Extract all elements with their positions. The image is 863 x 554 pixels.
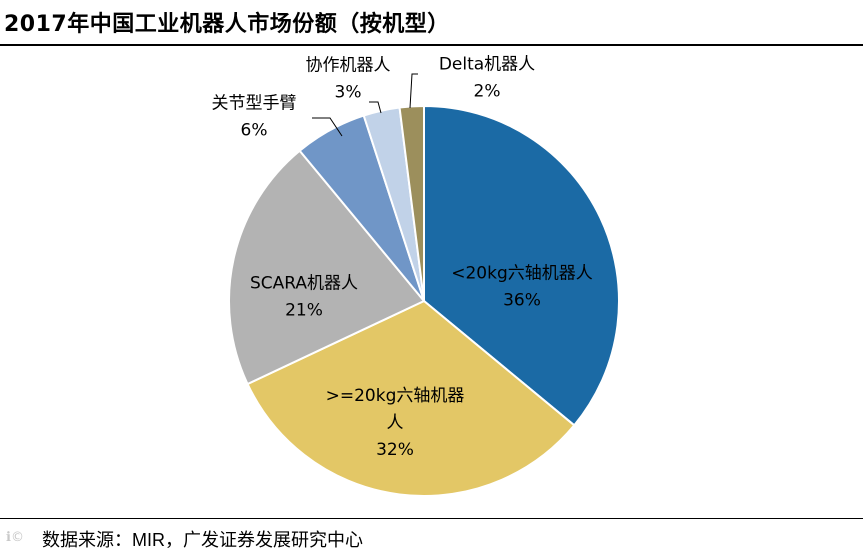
pie-slice-large-six-axis [246,299,576,497]
category-label-large-six-axis: 人 [387,413,404,433]
category-label-delta: Delta机器人 [439,55,535,75]
value-label-scara: 21% [285,301,323,321]
value-label-articulated-arm: 6% [241,121,268,141]
category-label-collaborative: 协作机器人 [306,56,391,76]
leader-line-delta [409,73,418,109]
value-label-large-six-axis: 32% [376,440,414,460]
watermark-icon: ℹ© [6,530,24,545]
source-divider [0,518,863,519]
category-label-scara: SCARA机器人 [250,274,358,294]
category-label-large-six-axis: >=20kg六轴机器 [326,386,465,406]
chart-title: 2017年中国工业机器人市场份额（按机型） [4,12,450,37]
slice-labels: <20kg六轴机器人 36% >=20kg六轴机器人 32% SCARA机器人 21% 关节… [212,55,593,461]
pie-slices [228,104,620,497]
leader-lines [312,73,418,137]
category-label-articulated-arm: 关节型手臂 [212,94,297,114]
category-label-small-six-axis: <20kg六轴机器人 [451,264,593,284]
value-label-collaborative: 3% [335,83,362,103]
pie-slice-small-six-axis [423,104,620,427]
pie-slice-delta [398,104,425,302]
value-label-delta: 2% [474,82,501,102]
pie-slice-scara [228,149,426,386]
leader-line-articulated-arm [312,117,343,137]
pie-chart: <20kg六轴机器人 36% >=20kg六轴机器人 32% SCARA机器人 21% 关节… [212,55,620,497]
title-divider [0,44,863,46]
value-label-small-six-axis: 36% [503,291,541,311]
leader-line-collaborative [369,101,382,114]
source-note: 数据来源：MIR，广发证券发展研究中心 [42,530,363,550]
